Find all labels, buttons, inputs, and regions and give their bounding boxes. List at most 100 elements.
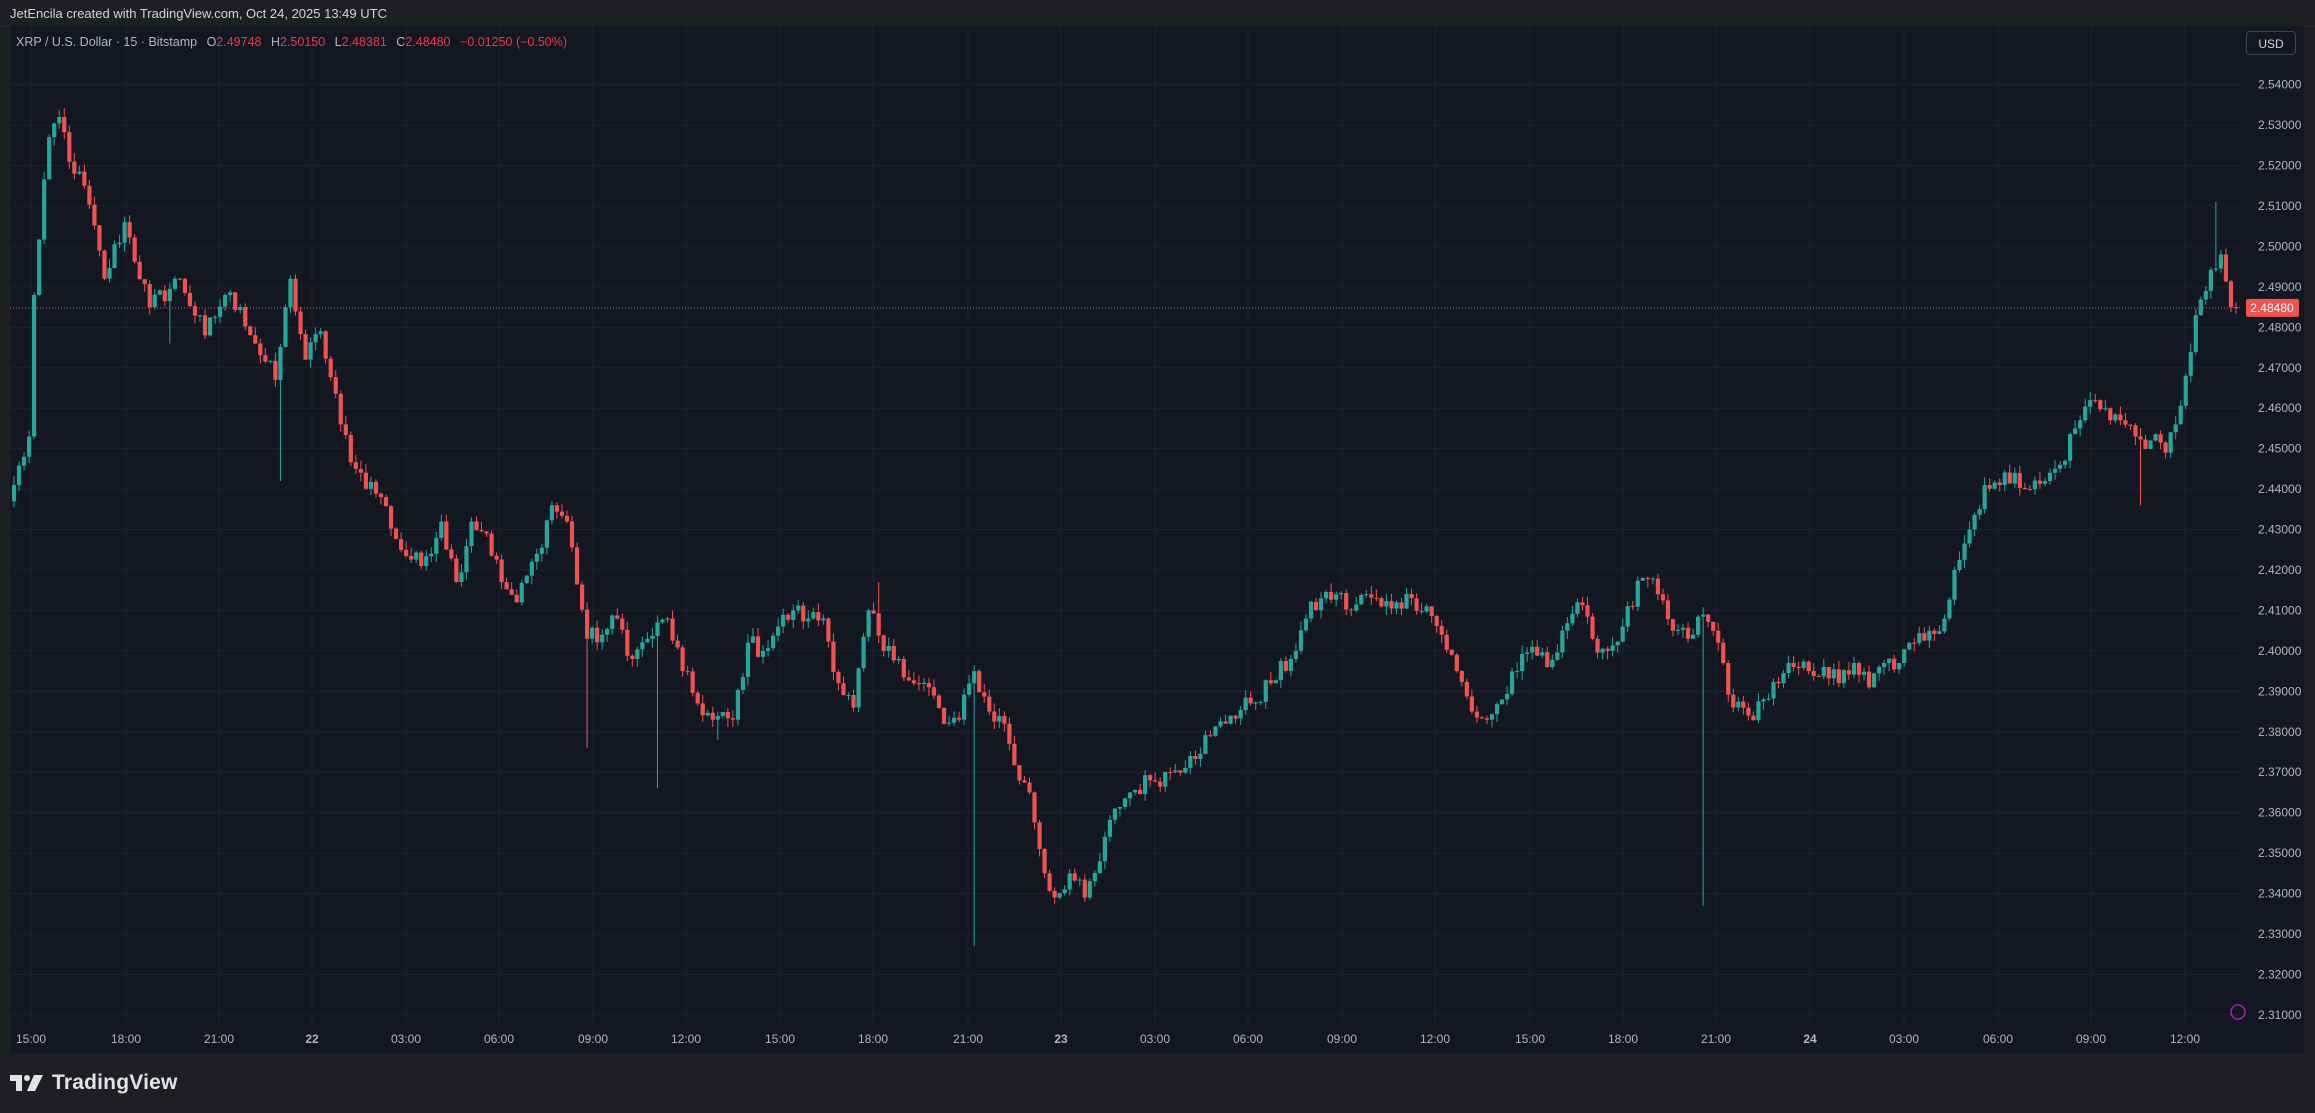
- time-tick-label: 06:00: [484, 1032, 514, 1046]
- candle-body: [303, 334, 308, 360]
- candle-body: [1414, 598, 1419, 611]
- candle-body: [2163, 442, 2168, 453]
- candle-body: [1082, 879, 1087, 898]
- candle-body: [1178, 770, 1183, 773]
- event-icon[interactable]: [2230, 1004, 2246, 1020]
- candle-body: [1007, 723, 1012, 744]
- candle-body: [459, 572, 464, 583]
- candle-body: [2103, 408, 2108, 410]
- candle-body: [1313, 601, 1319, 611]
- low-key: L: [334, 35, 342, 49]
- candle-body: [2037, 480, 2043, 484]
- candle-body: [962, 694, 967, 720]
- candle-body: [107, 268, 112, 279]
- candle-body: [1716, 630, 1721, 643]
- candle-body: [816, 612, 821, 621]
- candle-body: [1766, 698, 1771, 700]
- price-tick-label: 2.53000: [2258, 118, 2302, 132]
- candle-body: [1158, 781, 1163, 787]
- candle-body: [152, 294, 157, 308]
- candle-body: [600, 634, 605, 643]
- candle-body: [1520, 653, 1525, 672]
- candle-body: [549, 505, 555, 521]
- candle-body: [353, 462, 358, 469]
- price-axis[interactable]: 2.54000 2.53000 2.52000 2.51000 2.50000 2.490…: [2230, 26, 2304, 1053]
- time-tick-label: 24: [1803, 1032, 1817, 1046]
- candle-body: [1173, 770, 1178, 773]
- price-tick-label: 2.46000: [2258, 401, 2302, 415]
- candle-body: [740, 677, 746, 690]
- candle-body: [328, 358, 333, 378]
- time-axis[interactable]: 15:00 18:00 21:00 22 03:00 06:00 09:00 12:00 15:…: [16, 1032, 2200, 1046]
- tradingview-logo[interactable]: TradingView: [10, 1068, 178, 1098]
- candle-body: [1821, 667, 1826, 677]
- candle-body: [383, 497, 389, 507]
- time-tick-label: 22: [305, 1032, 319, 1046]
- candle-body: [635, 649, 640, 659]
- candle-body: [1318, 598, 1324, 611]
- candle-body: [223, 294, 228, 307]
- candle-body: [228, 292, 233, 295]
- candle-body: [97, 225, 102, 251]
- candle-body: [414, 552, 419, 560]
- candle-body: [1987, 485, 1992, 489]
- close-value: 2.48480: [405, 35, 451, 49]
- candle-body: [584, 609, 590, 639]
- candle-body: [946, 722, 952, 724]
- candle-body: [419, 552, 424, 566]
- candle-body: [1454, 654, 1459, 672]
- candle-body: [404, 549, 409, 556]
- candle-body: [685, 671, 690, 673]
- candle-body: [1047, 873, 1052, 891]
- candle-body: [1122, 798, 1128, 808]
- candle-body: [1494, 704, 1500, 715]
- candle-body: [1801, 661, 1806, 668]
- candle-body: [2153, 434, 2158, 441]
- candle-body: [1670, 619, 1676, 631]
- candle-body: [886, 646, 891, 651]
- candle-body: [1509, 671, 1515, 694]
- price-tick-label: 2.33000: [2258, 927, 2302, 941]
- currency-button[interactable]: USD: [2246, 31, 2296, 55]
- price-tick-label: 2.36000: [2258, 806, 2302, 820]
- candle-body: [1610, 645, 1615, 651]
- candle-body: [92, 204, 97, 226]
- candle-body: [776, 626, 781, 636]
- price-tick-label: 2.47000: [2258, 361, 2302, 375]
- candle-body: [1504, 693, 1510, 700]
- candle-body: [559, 511, 565, 516]
- candle-body: [263, 355, 268, 362]
- time-tick-label: 21:00: [204, 1032, 234, 1046]
- candle-body: [1952, 569, 1957, 600]
- candle-body: [539, 547, 544, 554]
- candle-body: [373, 481, 379, 494]
- candle-body: [358, 468, 363, 473]
- candle-body: [1595, 638, 1600, 653]
- candle-body: [760, 650, 766, 657]
- time-tick-label: 18:00: [111, 1032, 141, 1046]
- candle-body: [343, 424, 348, 436]
- candle-body: [1052, 890, 1057, 898]
- candle-body: [2183, 375, 2188, 406]
- candle-body: [479, 530, 484, 532]
- candle-body: [610, 615, 615, 629]
- price-tick-label: 2.51000: [2258, 199, 2302, 213]
- candle-body: [2032, 480, 2038, 490]
- last-price-badge: [2246, 298, 2299, 317]
- candle-body: [1153, 780, 1158, 782]
- candle-body: [977, 671, 982, 693]
- candle-body: [1912, 642, 1917, 644]
- candle-body: [167, 288, 172, 302]
- candle-body: [1545, 652, 1550, 668]
- candle-body: [494, 555, 499, 560]
- candle-body: [1685, 627, 1691, 639]
- candle-body: [590, 627, 595, 639]
- candle-body: [2073, 428, 2078, 435]
- candle-body: [1439, 626, 1444, 635]
- candle-body: [1786, 662, 1791, 674]
- candle-body: [1565, 623, 1570, 631]
- candle-body: [1851, 663, 1857, 675]
- symbol-label[interactable]: XRP / U.S. Dollar · 15 · Bitstamp: [16, 35, 198, 49]
- candle-body: [796, 605, 801, 611]
